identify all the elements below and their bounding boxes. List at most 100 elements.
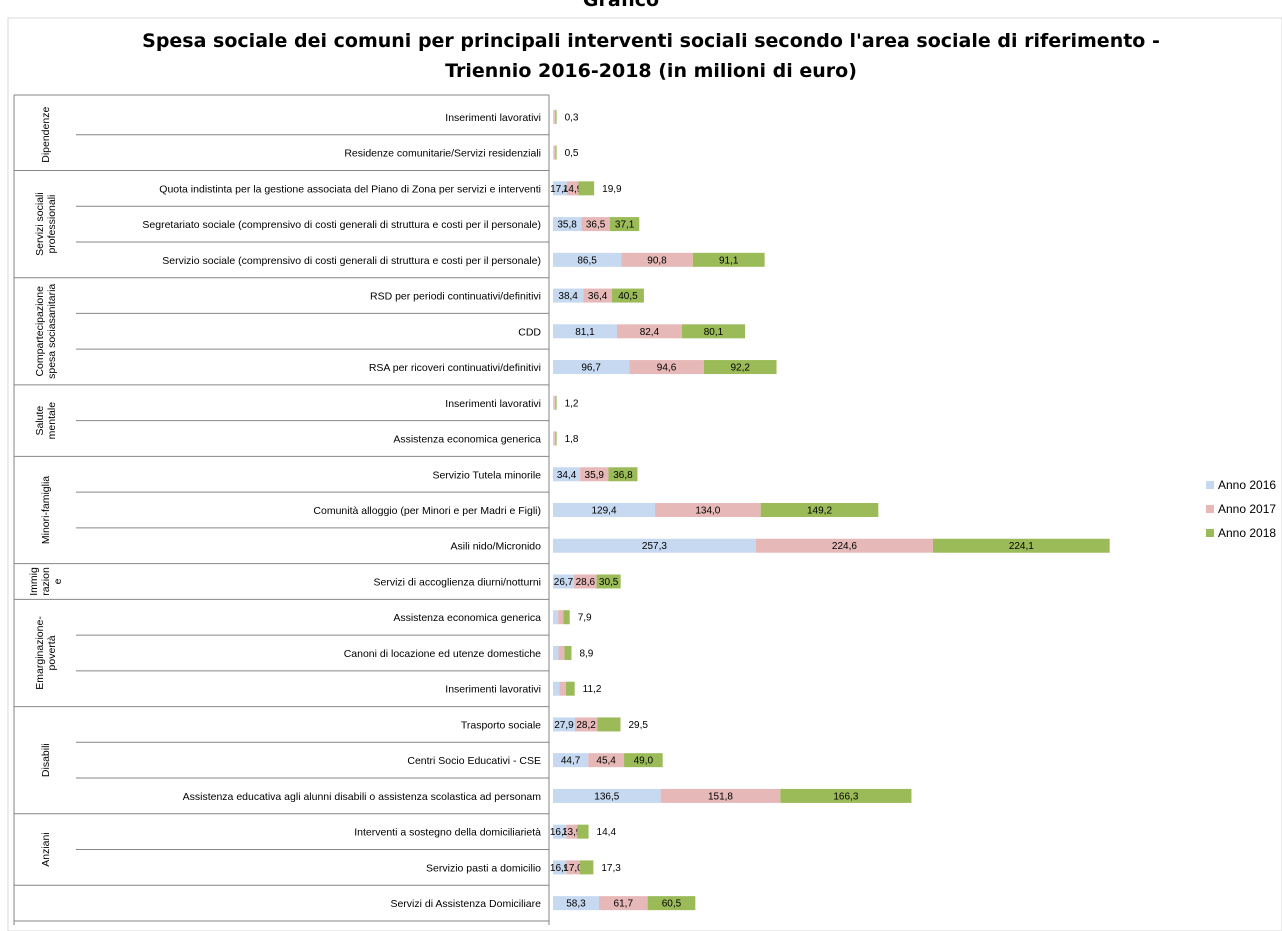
group-label-line: e [52, 578, 64, 584]
bar-segment [554, 145, 556, 160]
category-label: Quota indistinta per la gestione associa… [159, 183, 541, 195]
category-label: Comunità alloggio (per Minori e per Madr… [313, 505, 541, 517]
legend-label: Anno 2018 [1218, 526, 1276, 540]
bar-segment [554, 431, 556, 446]
bar-segment [553, 860, 567, 875]
bar-segment [554, 395, 556, 410]
bar-segment [553, 896, 599, 911]
bar-segment [932, 538, 1110, 553]
data-label: 58,3 [566, 899, 586, 910]
bar-segment [553, 645, 559, 660]
bar-segment [755, 538, 933, 553]
group-label-line: Minori-famiglia [40, 476, 52, 544]
bar-segment [566, 181, 579, 196]
bar-segment [555, 145, 557, 160]
data-label: 29,5 [628, 720, 648, 731]
category-label: Inserimenti lavorativi [445, 684, 541, 696]
group-label-line: Compartecipazione [34, 286, 46, 377]
data-label: 7,9 [578, 613, 592, 624]
data-label: 14,4 [597, 827, 617, 838]
bar-segment [596, 574, 621, 589]
category-label: Inserimenti lavorativi [445, 398, 541, 410]
group-label: Disabili [40, 743, 52, 777]
group-label: Immig razion e [28, 567, 64, 596]
bar-segment [563, 610, 570, 625]
bar-segment [566, 860, 580, 875]
category-label: Servizi di accoglienza diurni/notturni [373, 576, 541, 588]
bar-segment [553, 288, 584, 303]
bar-segment [553, 431, 555, 446]
data-label: 17,4 [550, 184, 570, 195]
data-label: 86,5 [577, 255, 597, 266]
bar-segment [579, 860, 594, 875]
bar-segment [780, 788, 912, 803]
bar-segment [553, 467, 581, 482]
data-label: 94,6 [657, 363, 677, 374]
bar-segment [578, 181, 595, 196]
group-label-line: professionali [46, 195, 58, 254]
group-label-line: Disabili [40, 743, 52, 777]
data-label: 61,7 [614, 899, 634, 910]
data-label: 36,4 [588, 291, 608, 302]
bar-segment [555, 109, 557, 124]
bar-segment [574, 717, 598, 732]
group-label-line: povertà [46, 635, 58, 670]
legend-swatch [1206, 481, 1214, 489]
data-label: 28,2 [576, 720, 596, 731]
category-label: Servizio Tutela minorile [432, 469, 541, 481]
data-label: 17,3 [601, 863, 621, 874]
bar-segment [566, 824, 578, 839]
bar-segment [574, 574, 597, 589]
bar-segment [611, 288, 644, 303]
data-label: 1,8 [565, 434, 579, 445]
bar-segment [621, 252, 693, 267]
bar-segment [629, 360, 704, 375]
data-label: 19,9 [602, 184, 622, 195]
data-label: 13,9 [562, 827, 582, 838]
data-label: 30,5 [599, 577, 619, 588]
group-label: Anziani [40, 832, 52, 866]
bars: 0,3 0,5 17,414,9 19,9 35,8 36,5 37,1 86,5 90,8 91… [550, 109, 1110, 911]
bar-segment [553, 538, 756, 553]
bar-segment [583, 288, 612, 303]
legend-label: Anno 2017 [1218, 502, 1276, 516]
data-label: 60,5 [662, 899, 682, 910]
bar-segment [553, 503, 656, 517]
category-label: Servizio pasti a domicilio [426, 862, 541, 874]
bar-segment [588, 753, 625, 768]
data-label: 151,8 [708, 791, 733, 802]
data-label: 45,4 [596, 756, 616, 767]
data-label: 224,1 [1009, 541, 1034, 552]
legend-swatch [1206, 505, 1214, 513]
data-label: 0,5 [565, 148, 579, 159]
bar-segment [577, 824, 589, 839]
bar-segment [692, 252, 765, 267]
data-label: 91,1 [719, 255, 739, 266]
bar-segment [703, 360, 777, 375]
category-label: Asili nido/Micronido [451, 541, 542, 553]
data-label: 34,4 [557, 470, 577, 481]
data-label: 166,3 [833, 791, 858, 802]
data-label: 92,2 [730, 363, 750, 374]
bar-segment [760, 503, 879, 517]
data-label: 90,8 [647, 255, 667, 266]
group-label-line: Emarginazione- [34, 616, 46, 690]
data-label: 14,9 [563, 184, 583, 195]
bar-segment [558, 610, 564, 625]
data-label: 27,9 [554, 720, 574, 731]
bar-segment [624, 753, 663, 768]
category-label: Canoni di locazione ed utenze domestiche [344, 648, 541, 660]
data-label: 44,7 [561, 756, 581, 767]
bar-segment [564, 645, 572, 660]
data-label: 257,3 [642, 541, 667, 552]
bar-segment [553, 217, 582, 232]
legend: Anno 2016 Anno 2017 Anno 2018 [1206, 478, 1276, 540]
data-label: 26,7 [554, 577, 574, 588]
bar-segment [660, 788, 781, 803]
bar-segment [553, 109, 555, 124]
bar-segment [553, 681, 560, 696]
category-label: RSA per ricoveri continuativi/definitivi [369, 362, 541, 374]
bar-segment [553, 145, 555, 160]
group-label-line: Anziani [40, 832, 52, 866]
data-label: 17,0 [563, 863, 583, 874]
